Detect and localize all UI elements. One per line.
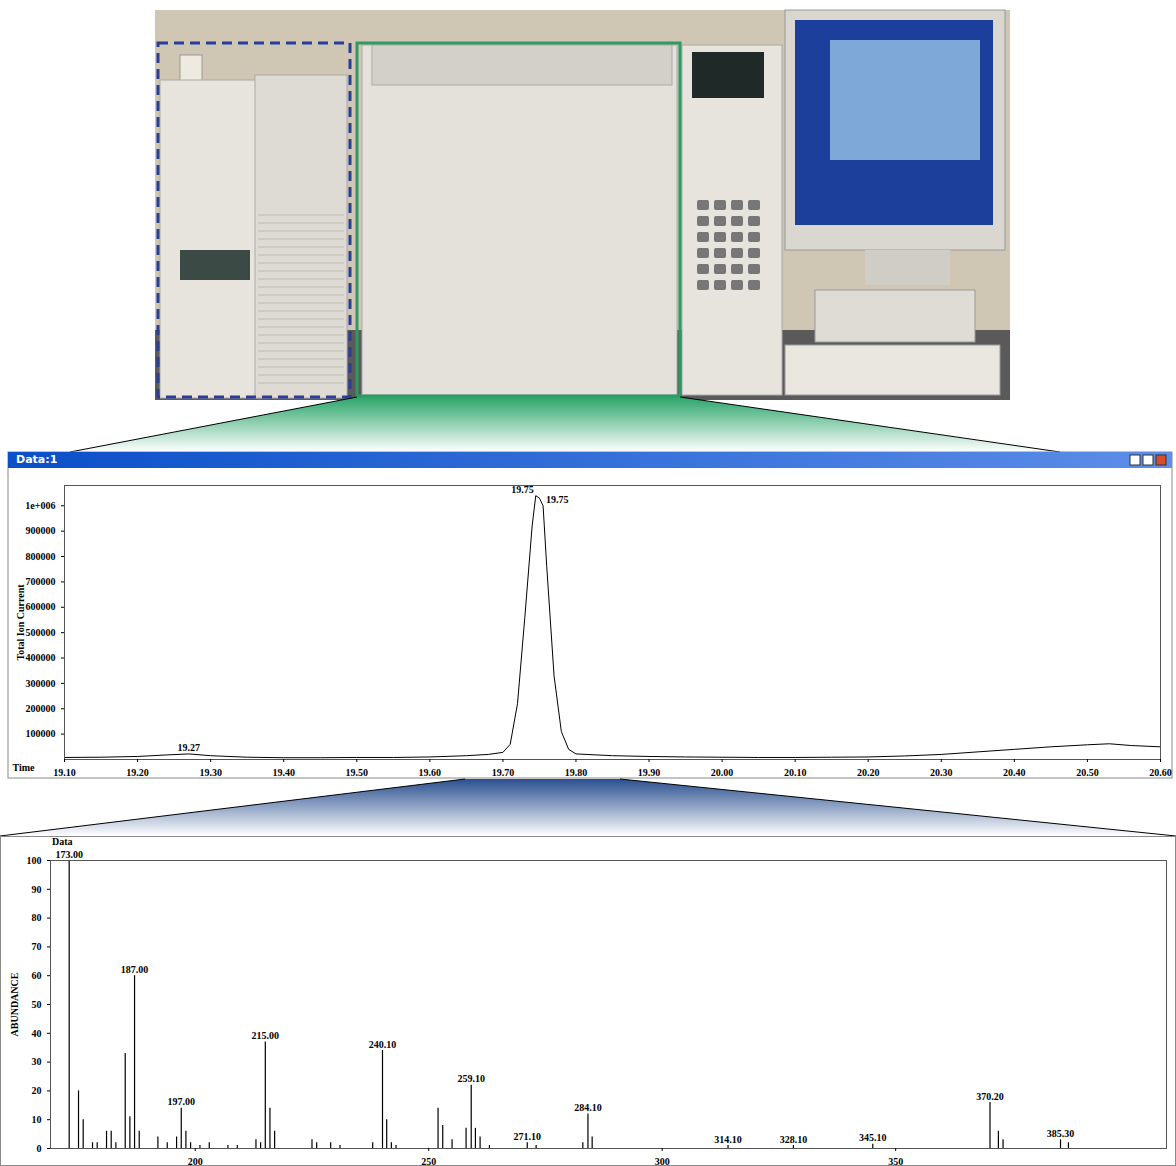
- svg-text:60: 60: [32, 970, 42, 981]
- svg-text:20.50: 20.50: [1076, 767, 1099, 778]
- svg-text:20.30: 20.30: [930, 767, 953, 778]
- svg-text:0: 0: [37, 1143, 42, 1154]
- svg-text:19.70: 19.70: [492, 767, 515, 778]
- svg-text:1e+006: 1e+006: [25, 500, 55, 511]
- svg-text:300000: 300000: [26, 678, 56, 689]
- svg-text:800000: 800000: [26, 551, 56, 562]
- svg-text:19.75: 19.75: [511, 484, 534, 495]
- svg-text:20.00: 20.00: [711, 767, 734, 778]
- svg-text:100: 100: [27, 855, 42, 866]
- svg-text:20.20: 20.20: [857, 767, 880, 778]
- svg-text:187.00: 187.00: [121, 964, 149, 975]
- svg-text:200000: 200000: [26, 703, 56, 714]
- svg-text:19.30: 19.30: [199, 767, 222, 778]
- svg-text:70: 70: [32, 941, 42, 952]
- svg-text:90: 90: [32, 884, 42, 895]
- svg-text:19.80: 19.80: [565, 767, 588, 778]
- svg-text:900000: 900000: [26, 525, 56, 536]
- svg-text:19.20: 19.20: [126, 767, 149, 778]
- svg-text:345.10: 345.10: [859, 1132, 887, 1143]
- svg-text:314.10: 314.10: [714, 1134, 742, 1145]
- svg-text:100000: 100000: [26, 728, 56, 739]
- svg-text:30: 30: [32, 1056, 42, 1067]
- svg-text:173.00: 173.00: [55, 849, 83, 860]
- svg-text:Total Ion Current: Total Ion Current: [15, 584, 26, 661]
- svg-text:19.50: 19.50: [346, 767, 369, 778]
- svg-text:Time: Time: [13, 762, 36, 773]
- svg-text:19.27: 19.27: [177, 742, 200, 753]
- svg-text:80: 80: [32, 912, 42, 923]
- svg-text:370.20: 370.20: [976, 1091, 1004, 1102]
- svg-text:271.10: 271.10: [514, 1131, 542, 1142]
- html-text:Data: Data: [52, 836, 73, 847]
- svg-text:19.10: 19.10: [53, 767, 76, 778]
- svg-text:250: 250: [421, 1156, 436, 1166]
- svg-text:10: 10: [32, 1114, 42, 1125]
- svg-text:600000: 600000: [26, 601, 56, 612]
- svg-text:500000: 500000: [26, 627, 56, 638]
- svg-text:ABUNDANCE: ABUNDANCE: [9, 972, 20, 1036]
- svg-text:259.10: 259.10: [457, 1073, 485, 1084]
- html-text:Data:1: Data:1: [16, 453, 58, 466]
- svg-text:19.60: 19.60: [419, 767, 442, 778]
- svg-text:215.00: 215.00: [252, 1030, 280, 1041]
- svg-text:385.30: 385.30: [1047, 1128, 1075, 1139]
- svg-text:197.00: 197.00: [167, 1096, 195, 1107]
- svg-text:19.40: 19.40: [272, 767, 295, 778]
- svg-text:20.10: 20.10: [784, 767, 807, 778]
- svg-text:50: 50: [32, 999, 42, 1010]
- svg-text:20.60: 20.60: [1149, 767, 1172, 778]
- svg-text:300: 300: [655, 1156, 670, 1166]
- svg-text:400000: 400000: [26, 652, 56, 663]
- svg-text:20.40: 20.40: [1003, 767, 1026, 778]
- svg-text:700000: 700000: [26, 576, 56, 587]
- svg-text:19.75: 19.75: [546, 494, 569, 505]
- svg-text:328.10: 328.10: [780, 1134, 808, 1145]
- svg-text:200: 200: [188, 1156, 203, 1166]
- svg-text:40: 40: [32, 1028, 42, 1039]
- svg-text:284.10: 284.10: [574, 1102, 602, 1113]
- svg-text:240.10: 240.10: [369, 1039, 397, 1050]
- svg-text:19.90: 19.90: [638, 767, 661, 778]
- svg-text:20: 20: [32, 1085, 42, 1096]
- svg-text:350: 350: [888, 1156, 903, 1166]
